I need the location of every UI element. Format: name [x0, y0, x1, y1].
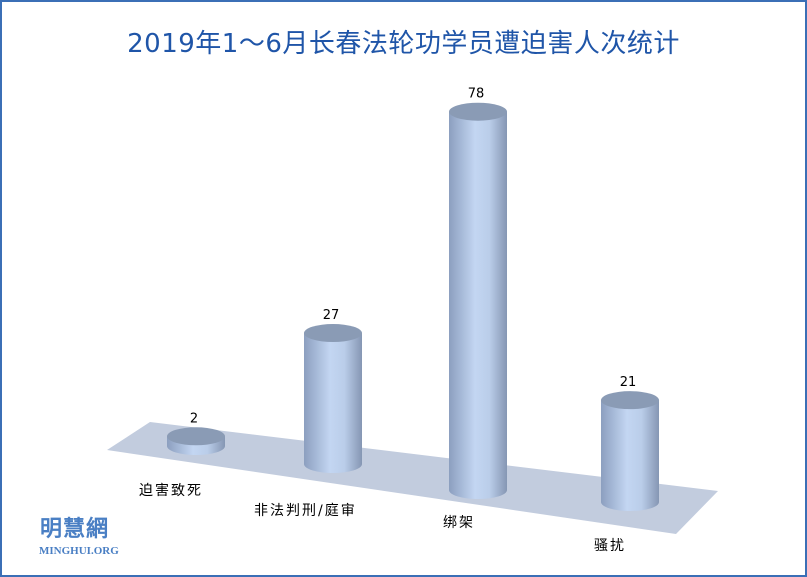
bar-0: 2 — [167, 411, 225, 455]
minghui-logo-text: MINGHUI.ORG — [39, 545, 119, 557]
data-label: 21 — [620, 375, 637, 390]
bar-3: 21 — [601, 375, 659, 511]
bar-top — [304, 324, 362, 343]
bar-top — [449, 102, 507, 121]
bar-2: 78 — [449, 87, 507, 499]
bar-top — [601, 391, 659, 410]
minghui-logo: 明慧網 — [40, 517, 110, 542]
data-label: 27 — [323, 308, 340, 323]
bar-top — [167, 427, 225, 446]
category-label: 迫害致死 — [139, 483, 203, 499]
category-label: 骚扰 — [594, 538, 626, 554]
bar-body — [449, 111, 507, 499]
chart-title: 2019年1～6月长春法轮功学员遭迫害人次统计 — [127, 29, 680, 59]
category-label: 绑架 — [443, 515, 475, 531]
bar-body — [304, 333, 362, 473]
bar-body — [601, 400, 659, 511]
data-label: 2 — [190, 411, 198, 426]
chart-floor — [107, 422, 718, 534]
category-label: 非法判刑/庭审 — [254, 502, 357, 519]
data-label: 78 — [468, 87, 485, 102]
bar-1: 27 — [304, 308, 362, 473]
